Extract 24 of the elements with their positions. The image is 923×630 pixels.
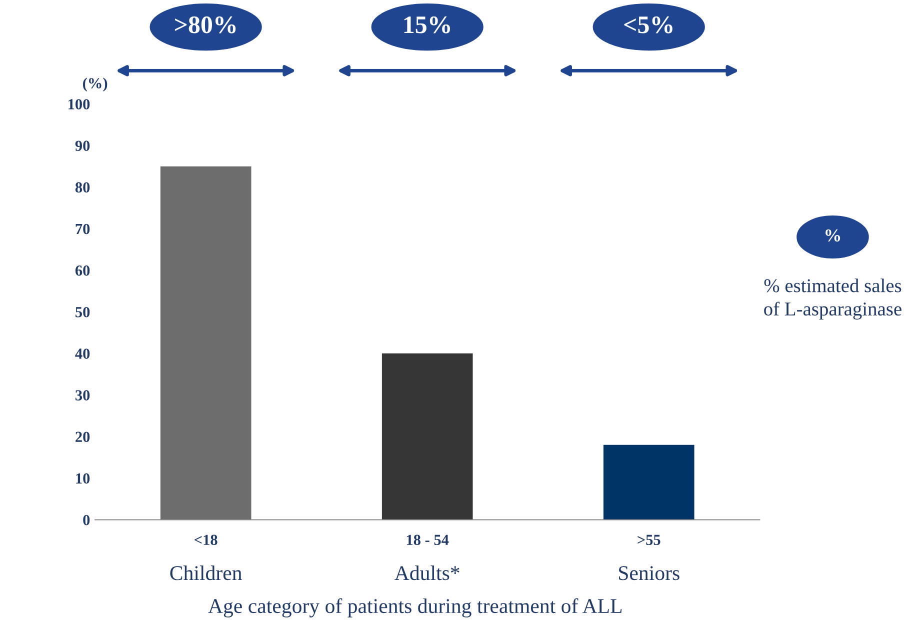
y-tick-label: 20 (76, 432, 90, 442)
category-label: <18 Children (170, 534, 242, 580)
y-tick-label: 60 (75, 265, 90, 276)
bar (382, 353, 473, 520)
text: <5% (624, 16, 672, 34)
y-tick-label: 50 (76, 306, 90, 318)
category-label: 18 - 54 Adults* (394, 534, 460, 580)
bar (160, 166, 252, 520)
y-tick-label: 90 (75, 140, 90, 151)
text: 15% (404, 16, 450, 34)
y-tick-label: 0 (83, 514, 90, 526)
y-tick-label: 40 (75, 348, 90, 359)
y-tick-label: 100 (68, 99, 90, 110)
y-tick-label: 10 (76, 473, 90, 484)
y-tick-label: 30 (76, 390, 90, 400)
y-tick-label: 80 (75, 182, 90, 193)
x-axis-title: Age category of patients during treatment of ALL (208, 598, 622, 618)
text: >80% (174, 16, 236, 34)
text: % (826, 229, 840, 242)
bar (603, 444, 694, 520)
y-tick-label: 70 (76, 224, 90, 234)
category-label: >55 Seniors (619, 534, 680, 580)
y-axis-title: (%) (83, 78, 108, 92)
text: % estimated sales of L-asparaginase (764, 278, 902, 320)
